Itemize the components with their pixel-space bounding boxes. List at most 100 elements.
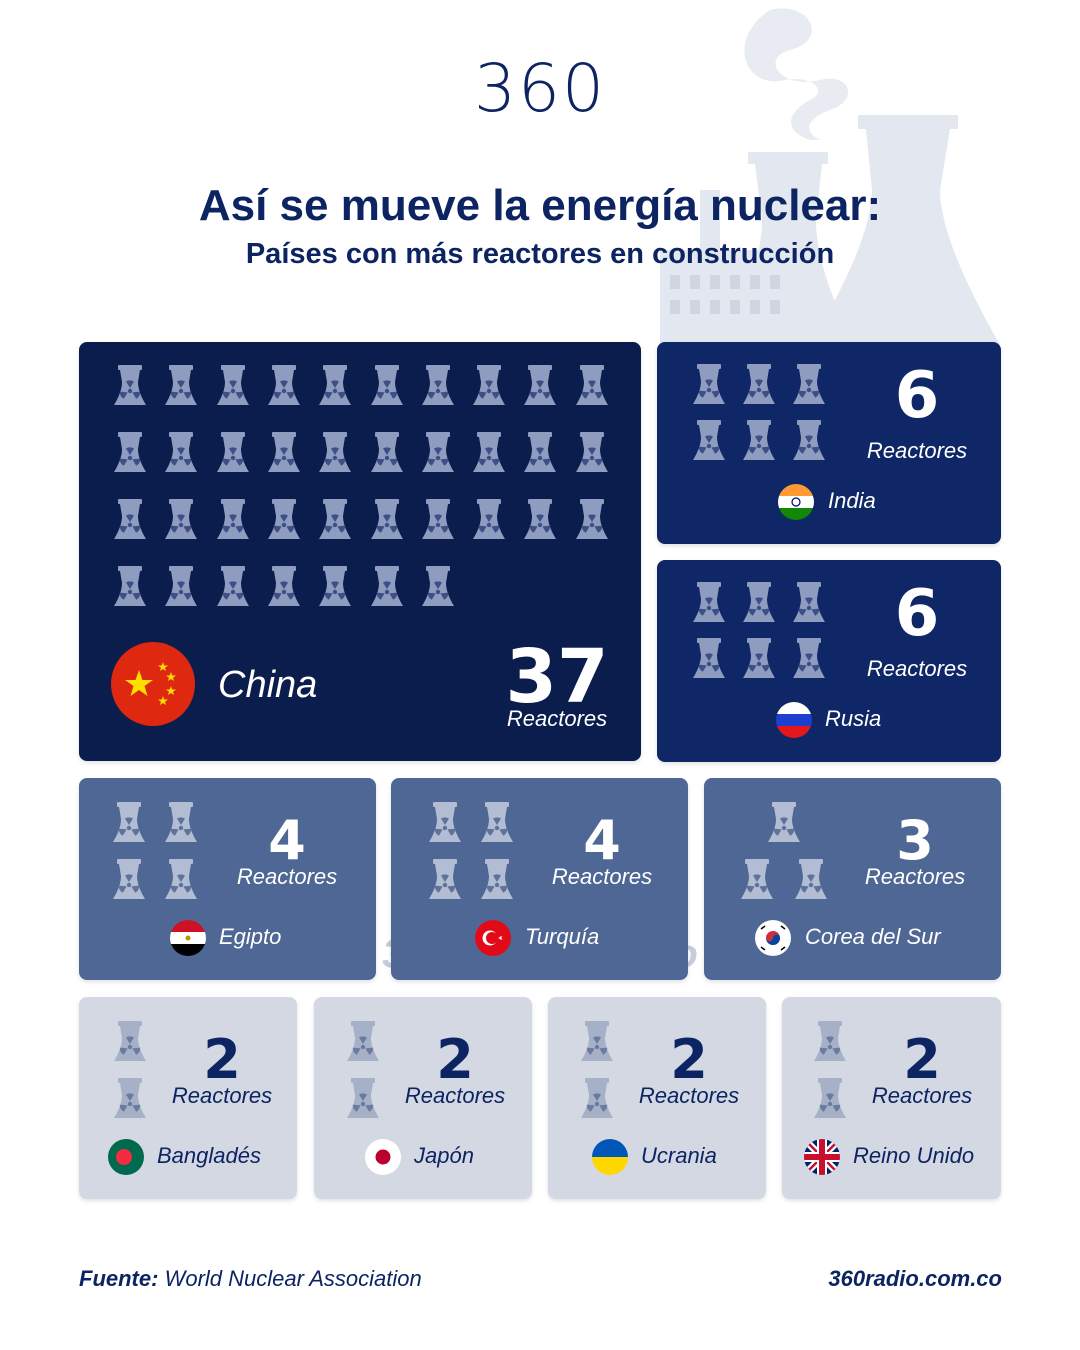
cooling-tower-icon	[165, 365, 198, 405]
cooling-tower-icon	[370, 365, 403, 405]
reactor-label: Reactores	[404, 1083, 506, 1108]
card-turkey: 4 Reactores Turquía	[391, 778, 688, 980]
country-name: Reino Unido	[853, 1143, 975, 1168]
card-egypt: 4 Reactores Egipto	[79, 778, 376, 980]
russia-flag-icon	[776, 702, 812, 738]
page-title: Así se mueve la energía nuclear:	[198, 181, 882, 230]
reactor-count: 37	[505, 634, 609, 720]
country-name: Egipto	[219, 924, 282, 949]
country-name: Turquía	[525, 924, 600, 949]
source-text: World Nuclear Association	[164, 1266, 422, 1291]
cooling-tower-icon	[319, 432, 352, 472]
cooling-tower-icon	[113, 802, 145, 842]
card-bangladesh: 2 Reactores Bangladés	[79, 997, 297, 1199]
reactor-count: 2	[203, 1028, 241, 1091]
cooling-tower-icon	[114, 432, 146, 472]
bangladesh-flag-icon	[108, 1139, 144, 1175]
card-china: China 37 Reactores	[79, 342, 641, 761]
country-name: Bangladés	[157, 1143, 261, 1168]
cooling-tower-icon	[421, 499, 454, 539]
cooling-tower-icon	[114, 1078, 146, 1118]
cooling-tower-icon	[793, 364, 825, 404]
cooling-tower-icon	[347, 1078, 379, 1118]
cooling-tower-icon	[524, 499, 557, 539]
cooling-tower-icon	[524, 365, 557, 405]
cooling-tower-icon	[165, 859, 197, 899]
cooling-tower-icon	[575, 499, 608, 539]
cooling-tower-icon	[113, 859, 145, 899]
reactor-count: 2	[436, 1028, 474, 1091]
south-korea-flag-icon	[755, 920, 791, 956]
cooling-tower-icon	[165, 566, 198, 606]
cooling-tower-icon	[793, 420, 825, 460]
cooling-tower-icon	[267, 365, 300, 405]
cooling-tower-icon	[165, 432, 198, 472]
cooling-tower-icon	[421, 432, 454, 472]
cooling-tower-icon	[267, 499, 300, 539]
cooling-tower-icon	[743, 582, 775, 622]
cooling-tower-icon	[741, 859, 773, 899]
reactor-label: Reactores	[871, 1083, 973, 1108]
cooling-tower-icon	[216, 365, 249, 405]
cooling-tower-icon	[693, 364, 725, 404]
ukraine-flag-icon	[592, 1139, 628, 1175]
source-label: Fuente:	[79, 1266, 159, 1291]
reactor-count: 2	[670, 1028, 708, 1091]
cooling-tower-icon	[524, 432, 557, 472]
cooling-tower-icon	[693, 582, 725, 622]
reactor-label: Reactores	[171, 1083, 273, 1108]
cooling-tower-icon	[216, 432, 249, 472]
card-south-korea: 3 Reactores Corea del Sur	[704, 778, 1001, 980]
cooling-tower-icon	[793, 582, 825, 622]
card-united-kingdom: 2 Reactores Reino Unido	[782, 997, 1001, 1199]
egypt-flag-icon	[170, 920, 206, 956]
cooling-tower-icon	[693, 420, 725, 460]
country-name: Japón	[414, 1143, 474, 1168]
japan-flag-icon	[365, 1139, 401, 1175]
turkey-flag-icon	[475, 920, 511, 956]
cooling-tower-icon	[421, 365, 454, 405]
country-name: China	[218, 664, 318, 706]
cooling-tower-icon	[473, 499, 506, 539]
cooling-tower-icon	[114, 499, 146, 539]
cooling-tower-icon	[473, 432, 506, 472]
country-name: Ucrania	[641, 1143, 717, 1168]
cooling-tower-icon	[165, 499, 198, 539]
footer-source: Fuente: World Nuclear Association	[79, 1266, 422, 1292]
cooling-tower-icon	[267, 432, 300, 472]
footer-site-link[interactable]: 360radio.com.co	[828, 1266, 1002, 1291]
cooling-tower-icon	[319, 365, 352, 405]
cooling-tower-icon	[429, 859, 461, 899]
china-flag-icon	[111, 642, 195, 726]
card-ukraine: 2 Reactores Ucrania	[548, 997, 766, 1199]
reactor-label: Reactores	[551, 864, 653, 889]
cooling-tower-icon	[114, 1021, 146, 1061]
reactor-count: 4	[583, 809, 621, 872]
cooling-tower-icon	[814, 1078, 846, 1118]
cooling-tower-icon	[743, 420, 775, 460]
cooling-tower-icon	[743, 364, 775, 404]
page-subtitle: Países con más reactores en construcción	[245, 238, 835, 270]
cooling-tower-icon	[768, 802, 800, 842]
cooling-tower-icon	[216, 566, 249, 606]
reactor-label: Reactores	[866, 656, 968, 681]
power-plant-illustration	[660, 8, 1000, 345]
reactor-count: 6	[894, 359, 940, 433]
reactor-label: Reactores	[864, 864, 966, 889]
cooling-tower-icon	[421, 566, 454, 606]
cooling-tower-icon	[216, 499, 249, 539]
cooling-tower-icon	[370, 499, 403, 539]
card-japan: 2 Reactores Japón	[314, 997, 532, 1199]
cooling-tower-icon	[693, 638, 725, 678]
reactor-count: 3	[896, 809, 934, 872]
country-name: Rusia	[825, 706, 882, 731]
cooling-tower-icon	[370, 432, 403, 472]
cooling-tower-icon	[114, 365, 146, 405]
reactor-count: 4	[268, 809, 306, 872]
country-name: Corea del Sur	[805, 924, 941, 949]
cooling-tower-icon	[575, 432, 608, 472]
cooling-tower-icon	[114, 566, 146, 606]
cooling-tower-icon	[319, 566, 352, 606]
cooling-tower-icon	[429, 802, 461, 842]
reactor-count: 2	[903, 1028, 941, 1091]
